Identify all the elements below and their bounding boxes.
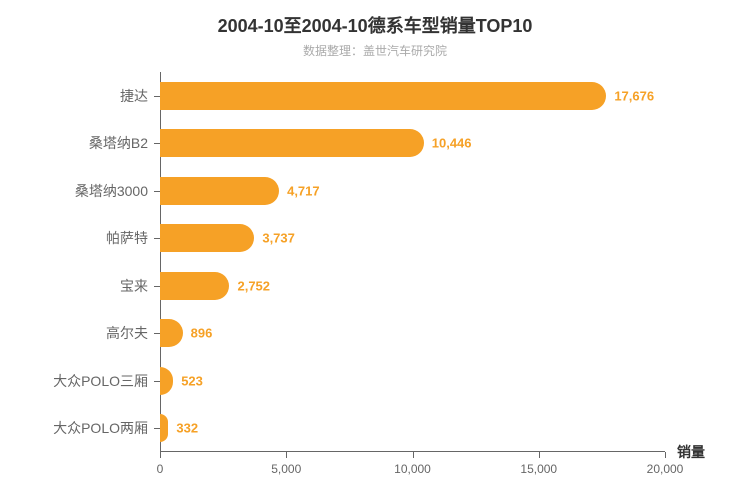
x-axis-label: 0 [157, 462, 164, 476]
x-tick [160, 452, 161, 458]
bar [160, 272, 229, 300]
bar [160, 224, 254, 252]
bar-value-label: 4,717 [287, 183, 320, 198]
bar-value-label: 523 [181, 373, 203, 388]
x-axis-label: 15,000 [520, 462, 557, 476]
y-axis-label: 桑塔纳B2 [89, 133, 148, 153]
bar-value-label: 332 [176, 421, 198, 436]
bar [160, 177, 279, 205]
bar-value-label: 2,752 [237, 278, 270, 293]
y-axis-label: 帕萨特 [106, 228, 148, 248]
bar [160, 82, 606, 110]
y-axis-label: 高尔夫 [106, 323, 148, 343]
chart-title: 2004-10至2004-10德系车型销量TOP10 [0, 12, 750, 38]
y-axis-label: 宝来 [120, 276, 148, 296]
x-axis-label: 20,000 [647, 462, 684, 476]
x-tick [539, 452, 540, 458]
x-axis-label: 5,000 [271, 462, 301, 476]
y-axis-label: 桑塔纳3000 [75, 181, 148, 201]
y-axis-label: 捷达 [120, 86, 148, 106]
chart-root: 2004-10至2004-10德系车型销量TOP10 数据整理：盖世汽车研究院 … [0, 0, 750, 500]
bar-value-label: 3,737 [262, 231, 295, 246]
y-axis-label: 大众POLO两厢 [53, 418, 148, 438]
bar [160, 414, 168, 442]
bar-value-label: 896 [191, 326, 213, 341]
bar [160, 129, 424, 157]
x-tick [665, 452, 666, 458]
bar-value-label: 10,446 [432, 136, 472, 151]
x-axis-label: 10,000 [394, 462, 431, 476]
y-axis-label: 大众POLO三厢 [53, 371, 148, 391]
x-tick [286, 452, 287, 458]
bar [160, 367, 173, 395]
x-tick [413, 452, 414, 458]
x-axis-title: 销量 [677, 442, 705, 462]
bar-value-label: 17,676 [614, 88, 654, 103]
bar [160, 319, 183, 347]
chart-subtitle: 数据整理：盖世汽车研究院 [0, 42, 750, 59]
plot-area: 销量 捷达17,676桑塔纳B210,446桑塔纳30004,717帕萨特3,7… [160, 72, 665, 452]
